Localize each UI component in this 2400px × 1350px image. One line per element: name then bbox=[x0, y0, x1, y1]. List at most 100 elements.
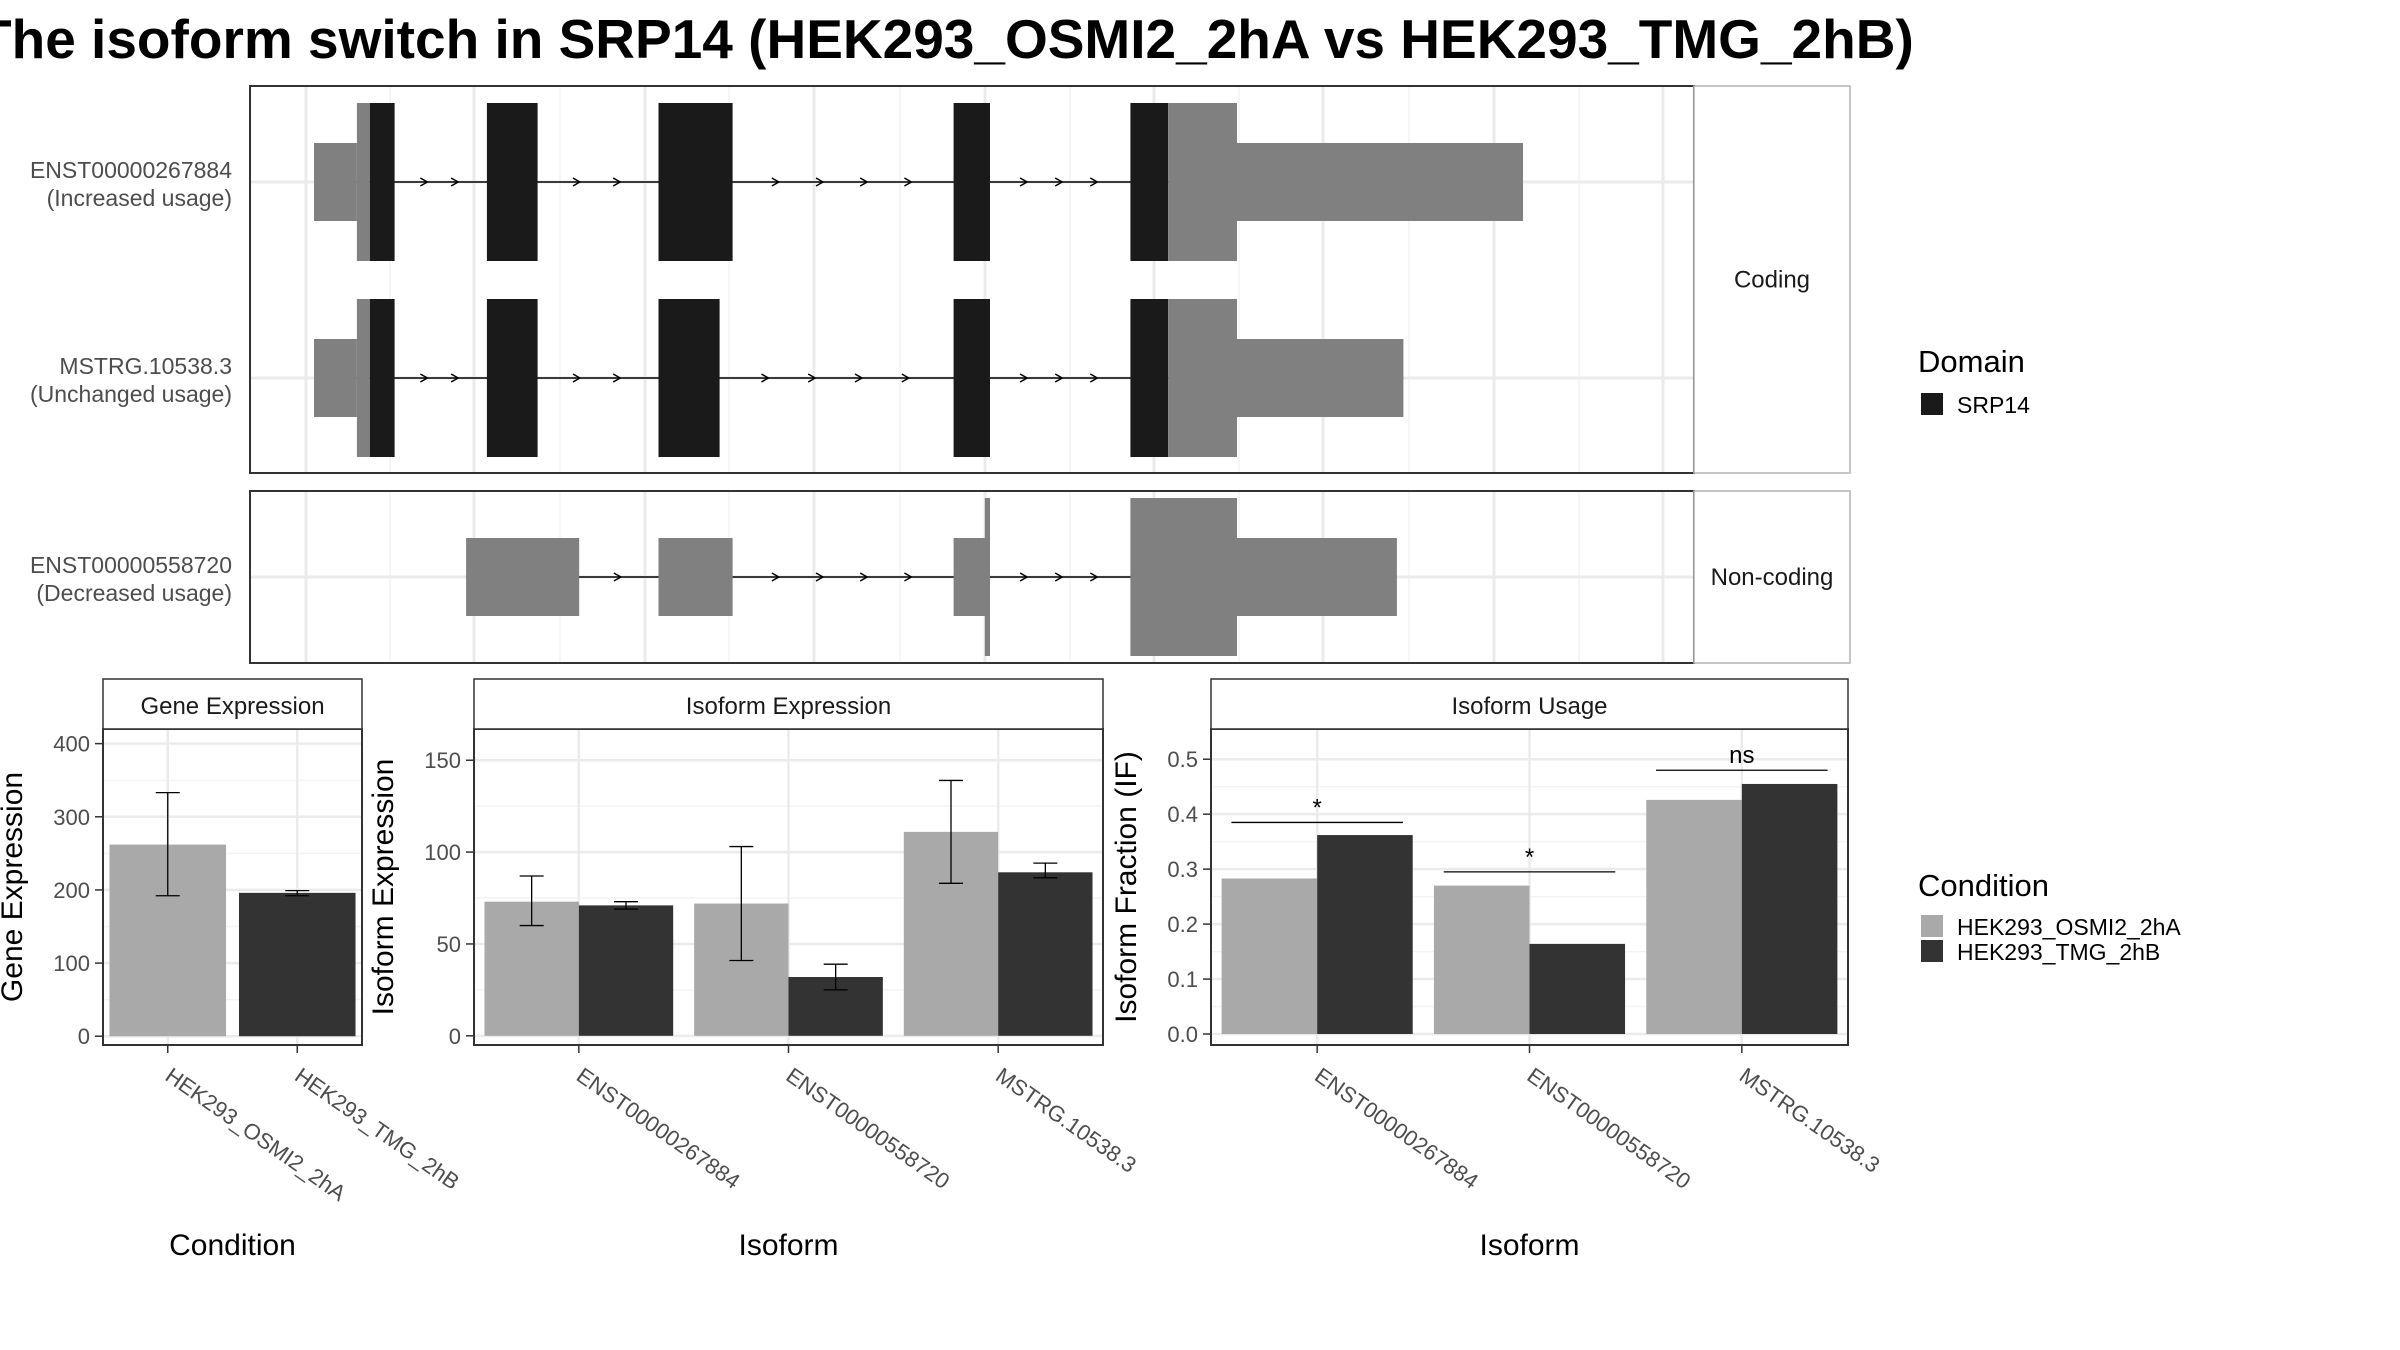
transcript-structure-plot: ENST00000267884(Increased usage) MSTRG.10… bbox=[30, 85, 1851, 664]
legend-label: HEK293_OSMI2_2hA bbox=[1957, 914, 2181, 940]
facet-strip bbox=[1693, 85, 1851, 474]
facet-strip-label: Non-coding bbox=[1711, 564, 1834, 591]
exon-domain bbox=[369, 299, 395, 457]
y-tick-label: 0.1 bbox=[1167, 967, 1198, 992]
legend-title: Domain bbox=[1918, 344, 2025, 379]
transcript-MSTRG.10538.3: MSTRG.10538.3(Unchanged usage) bbox=[30, 299, 1404, 457]
panel-2: 0 50 100 150 ENST00000267884 ENST00000558720 M… bbox=[367, 678, 1141, 1262]
bar bbox=[238, 892, 356, 1037]
intron-arrow bbox=[854, 373, 864, 383]
intron-arrow bbox=[859, 572, 869, 582]
x-tick-label: ENST00000558720 bbox=[782, 1063, 955, 1194]
legend-label: SRP14 bbox=[1957, 392, 2030, 418]
panel-title: Gene Expression bbox=[140, 693, 324, 720]
exon-domain bbox=[1130, 299, 1169, 457]
bar bbox=[1221, 878, 1318, 1035]
intron-arrow bbox=[1019, 572, 1029, 582]
bar bbox=[998, 872, 1093, 1036]
significance-label: * bbox=[1312, 794, 1321, 821]
transcript-usage-label: (Increased usage) bbox=[47, 185, 232, 211]
exon-domain bbox=[486, 299, 538, 457]
x-tick-label: MSTRG.10538.3 bbox=[1735, 1063, 1885, 1178]
legend-key bbox=[1921, 940, 1943, 962]
figure-title: The isoform switch in SRP14 (HEK293_OSMI… bbox=[0, 8, 1914, 70]
y-tick-label: 0 bbox=[449, 1024, 461, 1049]
intron-arrow bbox=[450, 373, 460, 383]
bar bbox=[1433, 885, 1530, 1035]
bar bbox=[1741, 783, 1838, 1035]
y-tick-label: 200 bbox=[53, 878, 90, 903]
y-tick-label: 100 bbox=[53, 951, 90, 976]
x-tick-label: ENST00000267884 bbox=[1310, 1063, 1483, 1194]
intron-arrow bbox=[419, 373, 429, 383]
exon-utr bbox=[314, 143, 357, 221]
exon-utr bbox=[466, 538, 580, 616]
exon-utr bbox=[984, 498, 990, 656]
intron-arrow bbox=[1089, 572, 1099, 582]
transcript-usage-label: (Unchanged usage) bbox=[30, 381, 232, 407]
intron-arrow bbox=[807, 373, 817, 383]
legend-key bbox=[1921, 393, 1943, 415]
legend-domain: Domain SRP14 bbox=[1918, 344, 2030, 418]
exon-domain bbox=[1130, 103, 1169, 261]
intron-arrow bbox=[613, 572, 623, 582]
transcript-name-label: ENST00000267884 bbox=[30, 157, 232, 183]
panel-strip bbox=[473, 678, 1104, 730]
exon-domain bbox=[658, 103, 733, 261]
y-tick-label: 0.4 bbox=[1167, 802, 1198, 827]
intron-arrow bbox=[572, 373, 582, 383]
exon-domain bbox=[486, 103, 538, 261]
legend-key bbox=[1921, 915, 1943, 937]
intron-arrow bbox=[1089, 177, 1099, 187]
panel-title: Isoform Expression bbox=[686, 693, 891, 720]
exon-utr bbox=[953, 538, 988, 616]
intron-arrow bbox=[901, 373, 911, 383]
exon-utr bbox=[1237, 538, 1397, 616]
panel-1: 0100200300400HEK293_OSMI2_2hAHEK293_TMG_… bbox=[0, 678, 464, 1262]
y-tick-label: 50 bbox=[437, 932, 461, 957]
panel-strip bbox=[102, 678, 363, 730]
x-axis-title: Isoform bbox=[738, 1229, 838, 1262]
exon-utr bbox=[314, 339, 357, 417]
exon-utr bbox=[1168, 299, 1237, 457]
intron-arrow bbox=[1089, 373, 1099, 383]
exon-utr bbox=[1130, 498, 1237, 656]
legend-label: HEK293_TMG_2hB bbox=[1957, 939, 2160, 965]
y-tick-label: 0.0 bbox=[1167, 1022, 1198, 1047]
intron-arrow bbox=[1019, 177, 1029, 187]
significance-label: ns bbox=[1729, 742, 1754, 769]
exon-utr bbox=[1237, 143, 1523, 221]
intron-arrow bbox=[612, 177, 622, 187]
y-axis-title: Isoform Fraction (IF) bbox=[1110, 751, 1143, 1023]
transcript-usage-label: (Decreased usage) bbox=[36, 580, 232, 606]
intron-arrow bbox=[771, 177, 781, 187]
panel-3: 0.0 0.1 0.2 0.3 0.4 0.5 ENST00000267884 * ENST00… bbox=[1110, 678, 1885, 1262]
exon-domain bbox=[953, 103, 990, 261]
expression-panels: 0100200300400HEK293_OSMI2_2hAHEK293_TMG_… bbox=[0, 678, 1885, 1262]
exon-domain bbox=[658, 299, 720, 457]
intron-arrow bbox=[450, 177, 460, 187]
exon-domain bbox=[953, 299, 990, 457]
facet-strip bbox=[1693, 490, 1851, 664]
panel-title: Isoform Usage bbox=[1451, 693, 1607, 720]
y-tick-label: 100 bbox=[424, 840, 461, 865]
y-tick-label: 0 bbox=[78, 1024, 90, 1049]
x-axis-title: Condition bbox=[169, 1229, 296, 1262]
legends: Domain SRP14 Condition HEK293_OSMI2_2hAHEK2… bbox=[1918, 344, 2181, 965]
x-tick-label: ENST00000267884 bbox=[572, 1063, 745, 1194]
intron-arrow bbox=[761, 373, 770, 383]
bar bbox=[1317, 835, 1413, 1035]
y-tick-label: 150 bbox=[424, 748, 461, 773]
facet-strip-label: Coding bbox=[1734, 267, 1810, 294]
exon-utr bbox=[356, 299, 370, 457]
intron-arrow bbox=[904, 572, 913, 582]
intron-arrow bbox=[1019, 373, 1029, 383]
structure-facet-1: ENST00000267884(Increased usage) MSTRG.10… bbox=[30, 85, 1851, 474]
bar bbox=[1529, 943, 1626, 1035]
y-tick-label: 0.2 bbox=[1167, 912, 1198, 937]
exon-utr bbox=[1168, 103, 1237, 261]
x-tick-label: ENST00000558720 bbox=[1523, 1063, 1696, 1194]
transcript-name-label: ENST00000558720 bbox=[30, 552, 232, 578]
intron-arrow bbox=[859, 177, 869, 187]
intron-arrow bbox=[1054, 572, 1064, 582]
